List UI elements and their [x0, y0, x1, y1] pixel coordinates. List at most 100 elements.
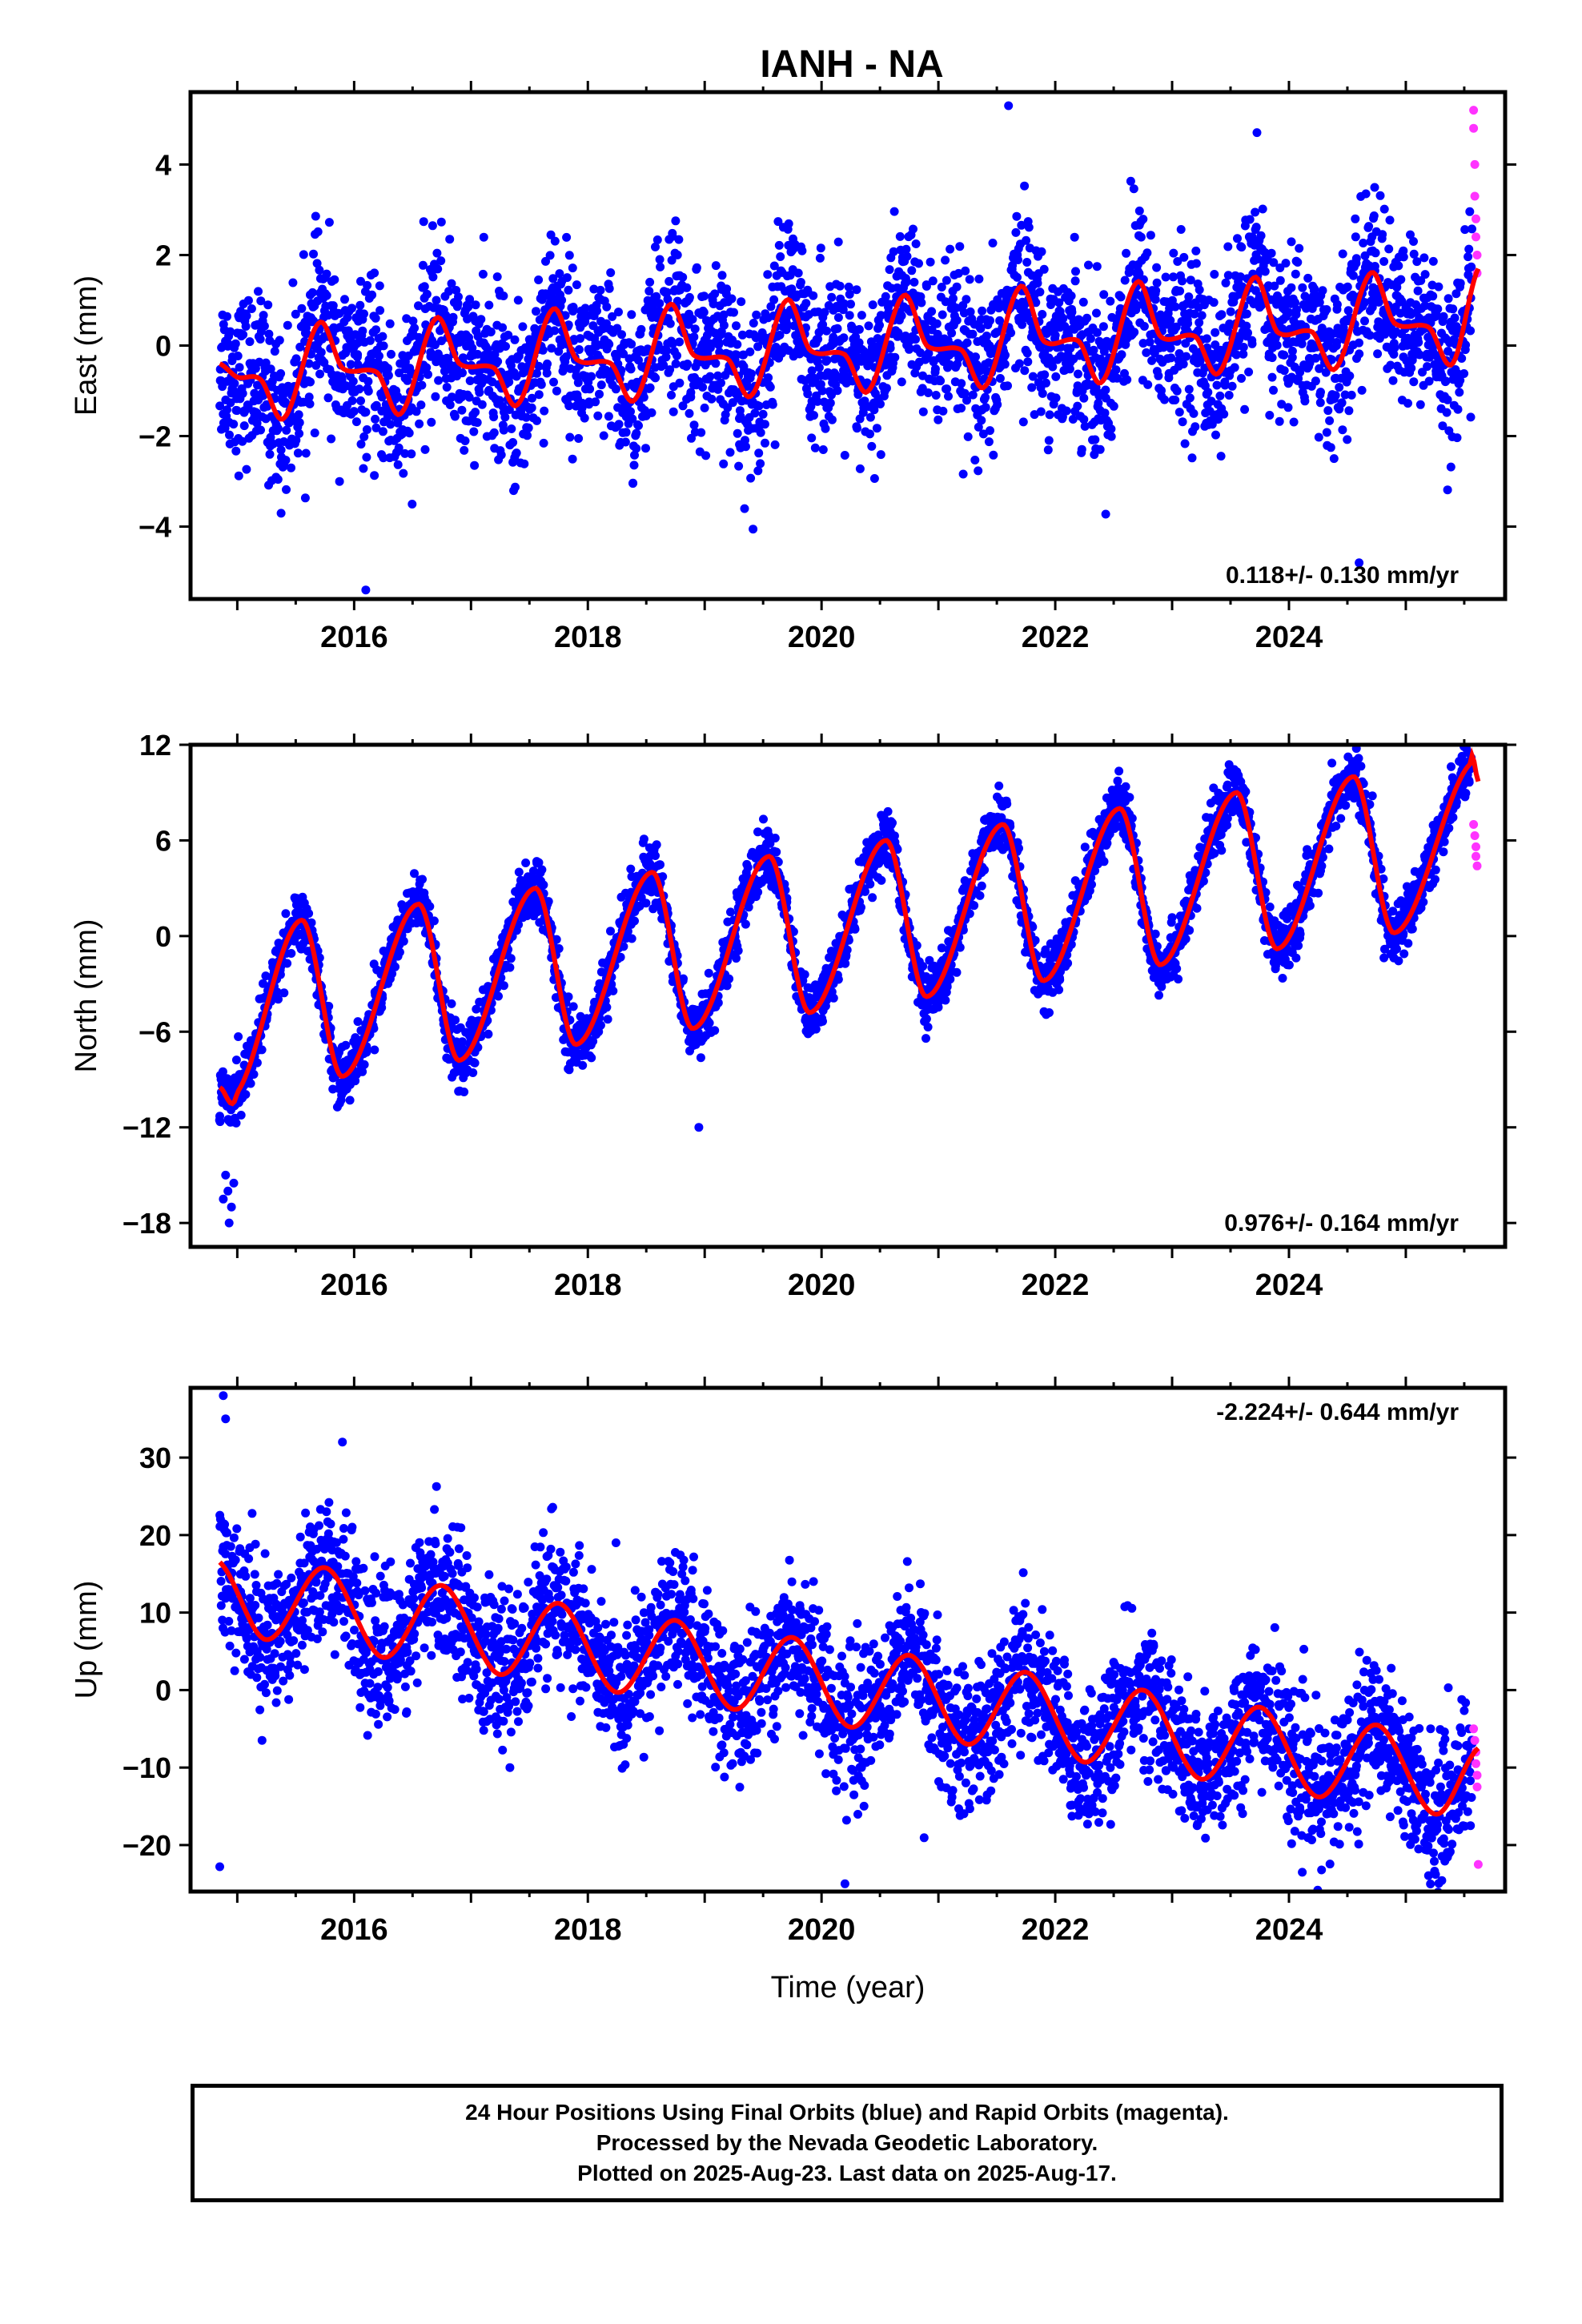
data-point: [1223, 271, 1233, 280]
data-point: [773, 217, 783, 227]
data-point: [1419, 253, 1429, 263]
data-point: [711, 359, 721, 368]
data-point: [844, 282, 853, 292]
data-point: [470, 460, 480, 470]
data-point: [1092, 262, 1102, 271]
data-point: [472, 1004, 481, 1014]
data-point: [276, 509, 286, 518]
data-point: [719, 310, 729, 320]
data-point: [562, 232, 572, 242]
data-point: [1080, 421, 1090, 431]
data-point: [223, 312, 231, 321]
data-point: [774, 240, 784, 250]
data-point: [555, 269, 564, 279]
data-point: [428, 272, 438, 282]
data-point: [737, 330, 747, 340]
data-point: [468, 1068, 478, 1077]
data-point: [1443, 485, 1452, 495]
data-point: [630, 450, 639, 460]
data-point: [1351, 214, 1360, 223]
data-point: [711, 261, 721, 271]
data-point: [431, 392, 440, 401]
data-point: [295, 418, 304, 428]
data-point: [234, 471, 243, 480]
data-point: [513, 296, 523, 305]
data-point: [1409, 377, 1419, 387]
data-point: [1355, 338, 1363, 348]
data-point: [855, 464, 865, 473]
data-point: [827, 292, 837, 302]
data-point: [845, 290, 854, 299]
data-point: [938, 310, 947, 320]
data-point: [407, 449, 416, 459]
data-point: [821, 424, 830, 433]
data-point: [385, 319, 395, 328]
data-point: [504, 377, 514, 387]
data-point: [572, 280, 581, 290]
data-point: [424, 370, 432, 380]
data-point: [501, 342, 510, 351]
data-point: [705, 372, 715, 381]
data-point: [683, 360, 693, 368]
data-point: [1464, 244, 1474, 254]
data-point: [489, 412, 499, 422]
data-point: [909, 277, 919, 287]
data-point: [536, 380, 546, 389]
data-point: [1279, 350, 1289, 360]
data-point: [760, 420, 769, 429]
data-point: [1169, 248, 1178, 258]
data-point: [415, 419, 424, 428]
data-point: [604, 412, 613, 421]
data-point: [1443, 395, 1452, 404]
data-point: [986, 426, 994, 436]
data-point: [297, 304, 307, 313]
data-point: [814, 363, 824, 372]
data-point: [1414, 338, 1423, 347]
data-point: [1287, 352, 1297, 362]
data-point: [341, 1040, 351, 1050]
data-point: [534, 361, 544, 371]
data-point: [623, 927, 632, 936]
data-point: [593, 411, 603, 420]
data-point: [1211, 340, 1220, 350]
data-point: [521, 858, 531, 867]
data-point: [946, 244, 955, 254]
data-point: [281, 909, 291, 919]
data-point: [1389, 349, 1399, 359]
data-point: [1322, 305, 1331, 314]
data-point: [450, 412, 460, 421]
data-point: [473, 1043, 483, 1052]
data-point: [955, 242, 965, 251]
data-point: [1143, 380, 1153, 389]
data-point: [1211, 328, 1220, 337]
data-point: [1184, 384, 1194, 394]
data-point: [753, 827, 762, 837]
data-point: [574, 434, 584, 443]
data-point: [274, 995, 283, 1004]
data-point: [770, 440, 780, 449]
data-point: [498, 323, 508, 332]
data-point: [1230, 363, 1239, 372]
data-point: [751, 333, 761, 343]
data-point: [1343, 435, 1352, 444]
data-point: [1212, 380, 1222, 390]
data-point: [634, 421, 643, 430]
data-point: [1065, 364, 1074, 374]
data-point: [550, 326, 560, 336]
data-point: [839, 299, 849, 308]
data-point: [1375, 191, 1385, 200]
data-point: [1317, 324, 1327, 333]
data-point: [1130, 328, 1139, 337]
data-point: [241, 1090, 251, 1100]
data-point: [1223, 242, 1233, 251]
data-point: [359, 432, 369, 441]
data-point: [351, 417, 361, 427]
data-point: [400, 448, 410, 458]
data-point: [345, 1096, 355, 1105]
data-point: [656, 262, 665, 271]
data-point: [233, 352, 243, 360]
data-point: [1037, 247, 1046, 256]
data-point: [627, 934, 636, 943]
data-point: [543, 359, 552, 368]
